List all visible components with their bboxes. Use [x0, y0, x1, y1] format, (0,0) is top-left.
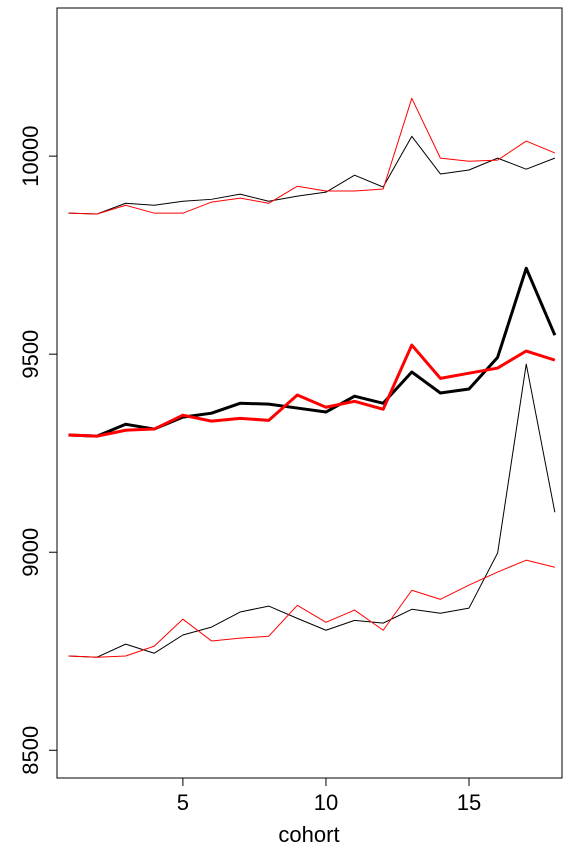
y-tick-label: 8500: [18, 726, 43, 775]
y-tick-label: 10000: [18, 126, 43, 187]
plot-frame: [56, 7, 563, 779]
y-tick-label: 9000: [18, 528, 43, 577]
x-tick-label: 10: [314, 790, 338, 815]
x-tick-label: 15: [457, 790, 481, 815]
series-line: [68, 266, 557, 438]
series-line: [68, 135, 556, 215]
series-line: [68, 343, 556, 438]
y-tick-label: 9500: [18, 330, 43, 379]
series-line: [68, 363, 556, 658]
series-line: [68, 97, 556, 215]
x-axis-label: cohort: [278, 822, 339, 847]
x-tick-label: 5: [177, 790, 189, 815]
series-line: [68, 559, 555, 658]
